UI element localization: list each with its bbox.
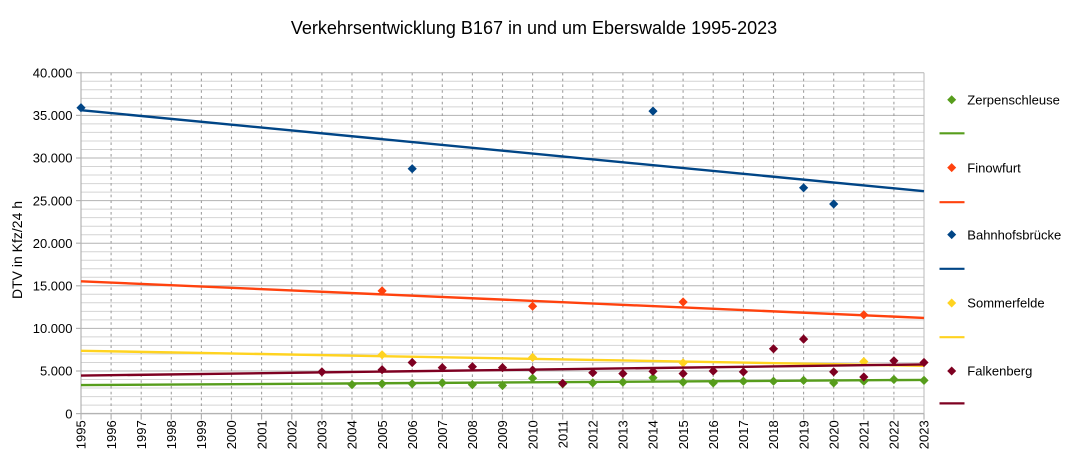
svg-text:2006: 2006: [405, 420, 420, 449]
svg-text:2003: 2003: [315, 420, 330, 449]
svg-text:2000: 2000: [224, 420, 239, 449]
svg-text:2010: 2010: [525, 420, 540, 449]
svg-text:2011: 2011: [555, 420, 570, 448]
svg-text:1998: 1998: [164, 420, 179, 449]
svg-text:2002: 2002: [284, 420, 299, 449]
svg-text:2021: 2021: [857, 420, 872, 449]
svg-text:2013: 2013: [616, 420, 631, 449]
svg-text:30.000: 30.000: [33, 151, 73, 166]
svg-text:2012: 2012: [586, 420, 601, 449]
svg-text:2022: 2022: [887, 420, 902, 449]
svg-text:1997: 1997: [134, 420, 149, 449]
svg-text:2016: 2016: [706, 420, 721, 449]
svg-text:0: 0: [65, 406, 72, 421]
svg-text:2019: 2019: [796, 420, 811, 449]
svg-text:2014: 2014: [646, 420, 661, 449]
svg-text:1999: 1999: [194, 420, 209, 449]
svg-text:2008: 2008: [465, 420, 480, 449]
svg-text:Zerpenschleuse: Zerpenschleuse: [967, 93, 1060, 108]
svg-text:5.000: 5.000: [40, 364, 73, 379]
svg-text:2017: 2017: [736, 420, 751, 449]
svg-text:2020: 2020: [826, 420, 841, 449]
svg-text:2005: 2005: [375, 420, 390, 449]
svg-text:35.000: 35.000: [33, 108, 73, 123]
svg-text:25.000: 25.000: [33, 193, 73, 208]
svg-text:2009: 2009: [495, 420, 510, 449]
svg-text:15.000: 15.000: [33, 279, 73, 294]
svg-text:2023: 2023: [917, 420, 932, 449]
svg-text:10.000: 10.000: [33, 321, 73, 336]
svg-text:Sommerfelde: Sommerfelde: [967, 296, 1044, 311]
svg-text:Falkenberg: Falkenberg: [967, 364, 1032, 379]
svg-text:1996: 1996: [104, 420, 119, 449]
svg-text:1995: 1995: [74, 420, 89, 449]
svg-text:2015: 2015: [676, 420, 691, 449]
svg-text:2007: 2007: [435, 420, 450, 449]
svg-text:Finowfurt: Finowfurt: [967, 160, 1021, 175]
svg-text:2004: 2004: [345, 420, 360, 449]
svg-text:20.000: 20.000: [33, 236, 73, 251]
svg-text:2018: 2018: [766, 420, 781, 449]
svg-text:Bahnhofsbrücke: Bahnhofsbrücke: [967, 227, 1061, 242]
svg-text:DTV in Kfz/24 h: DTV in Kfz/24 h: [9, 201, 25, 299]
svg-text:2001: 2001: [254, 420, 269, 449]
svg-text:40.000: 40.000: [33, 66, 73, 81]
svg-text:Verkehrsentwicklung B167 in un: Verkehrsentwicklung B167 in und um Ebers…: [291, 18, 777, 38]
